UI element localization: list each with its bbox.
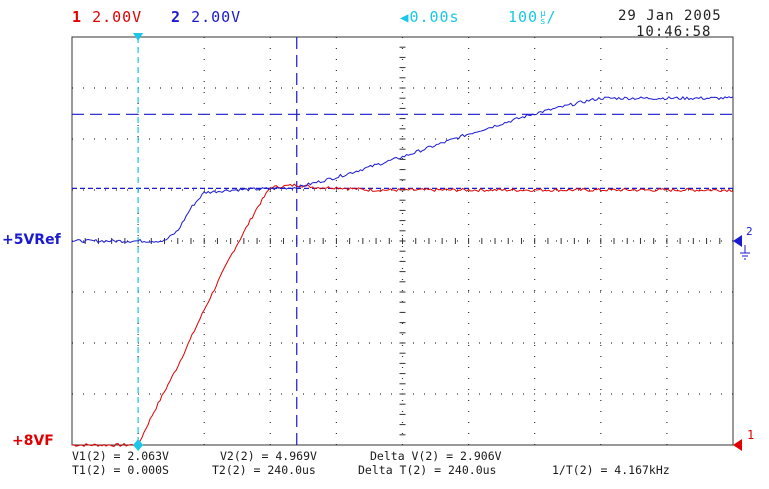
ch1-trace-8vf: [71, 183, 734, 447]
delta-v-readout: Delta V(2) = 2.906V: [370, 449, 502, 463]
v2-readout: V2(2) = 4.969V: [220, 449, 317, 463]
ch1-scale-readout: 1 2.00V: [72, 8, 142, 26]
trigger-top-marker: [133, 33, 144, 41]
trigger-position-readout: ◀0.00s: [400, 8, 460, 26]
date-readout: 29 Jan 2005: [618, 8, 722, 24]
ch2-scale: 2.00V: [191, 8, 242, 26]
trigger-bottom-marker: [133, 439, 144, 451]
t2-readout: T2(2) = 240.0us: [212, 463, 316, 477]
ch1-ground-marker: [733, 439, 742, 451]
timebase-readout: 100 μ s /: [508, 8, 557, 26]
ch1-scale: 2.00V: [92, 8, 143, 26]
ch2-number: 2: [171, 8, 182, 26]
ch1-marker-number: 1: [747, 428, 755, 442]
ch1-number: 1: [72, 8, 83, 26]
trigger-position: 0.00s: [409, 8, 460, 26]
ch2-trace-5vref: [71, 95, 734, 244]
arrow-left-icon: ◀: [400, 10, 410, 26]
ch2-marker-number: 2: [746, 225, 753, 238]
channel-markers: [133, 33, 750, 451]
time-readout: 10:46:58: [636, 24, 712, 40]
timebase-slash: /: [546, 8, 557, 26]
ch2-scale-readout: 2 2.00V: [171, 8, 241, 26]
timebase-value: 100: [508, 8, 539, 26]
ch2-ground-marker: [733, 235, 742, 247]
ref-label: +5VRef: [2, 232, 61, 248]
traces: [71, 95, 734, 447]
timebase-unit-bottom: s: [540, 16, 547, 27]
timebase-unit-top: μ: [540, 8, 547, 19]
vf-label: +8VF: [12, 433, 54, 449]
delta-t-readout: Delta T(2) = 240.0us: [358, 463, 497, 477]
frequency-readout: 1/T(2) = 4.167kHz: [552, 463, 670, 477]
t1-readout: T1(2) = 0.000S: [72, 463, 169, 477]
v1-readout: V1(2) = 2.063V: [72, 449, 169, 463]
